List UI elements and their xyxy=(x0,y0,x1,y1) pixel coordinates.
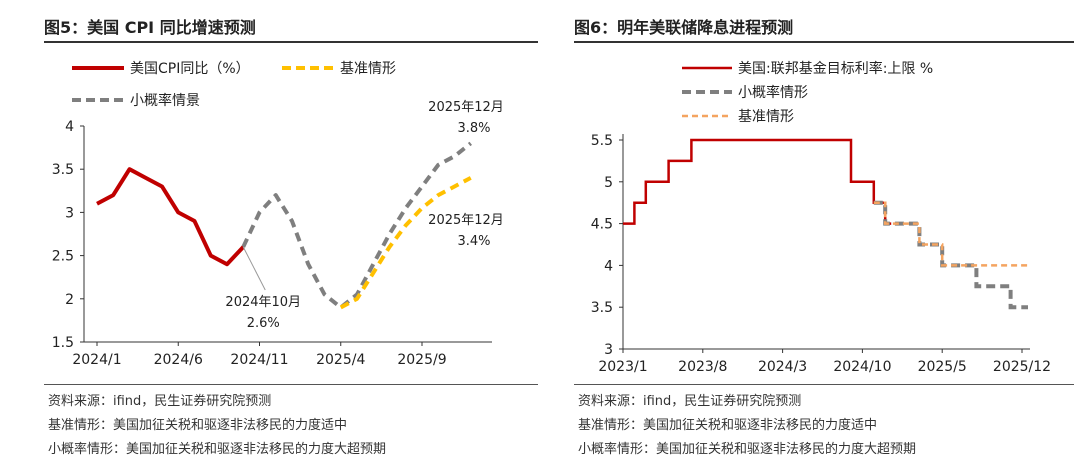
y-tick-label: 4 xyxy=(65,119,74,135)
low-prob-note: 小概率情形：美国加征关税和驱逐非法移民的力度大超预期 xyxy=(578,442,917,457)
series-line-2 xyxy=(339,176,472,310)
x-tick-label: 2024/6 xyxy=(154,352,203,368)
x-tick-label: 2025/12 xyxy=(993,359,1051,375)
low-prob-note: 小概率情形：美国加征关税和驱逐非法移民的力度大超预期 xyxy=(48,442,387,457)
source-note: 资料来源：ifind，民生证券研究院预测 xyxy=(578,394,802,409)
x-tick-label: 2025/9 xyxy=(397,352,446,368)
annotation-leader xyxy=(242,246,266,291)
y-tick-label: 5.5 xyxy=(591,133,613,149)
base-case-note: 基准情形：美国加征关税和驱逐非法移民的力度适中 xyxy=(48,418,348,433)
source-divider xyxy=(574,384,1074,385)
cpi-line-chart: 1.5 2 2.5 3 3.5 4 2024/1 2024/6 2024/11 2025/4 202… xyxy=(52,60,504,368)
annotation-label: 2025年12月 xyxy=(428,100,504,115)
x-tick-label: 2024/10 xyxy=(833,359,891,375)
legend-label: 美国CPI同比（%） xyxy=(130,61,250,77)
title-underline xyxy=(574,41,1074,43)
legend-label: 基准情形 xyxy=(340,60,396,77)
figure-cpi-forecast: 图5：美国 CPI 同比增速预测 1.5 2 2.5 3 3.5 4 2024/1 2024/… xyxy=(44,18,538,457)
series-line-2 xyxy=(873,201,1028,267)
legend-label: 小概率情景 xyxy=(130,92,200,109)
y-tick-label: 3 xyxy=(65,205,74,221)
series-line-1 xyxy=(873,200,1028,310)
x-tick-label: 2025/4 xyxy=(316,352,365,368)
y-tick-label: 4 xyxy=(604,258,613,274)
annotation-value: 2.6% xyxy=(247,316,280,331)
series-line-0 xyxy=(96,167,245,267)
y-tick-label: 4.5 xyxy=(591,217,613,233)
x-tick-label: 2023/8 xyxy=(678,359,727,375)
fed-rate-step-chart: 3 3.5 4 4.5 5 5.5 2023/1 2023/8 2024/3 2024/10 202… xyxy=(591,60,1051,375)
source-divider xyxy=(44,384,538,385)
annotation-label: 2024年10月 xyxy=(225,295,301,310)
title-underline xyxy=(44,41,538,43)
annotation-value: 3.4% xyxy=(457,234,490,249)
legend-label: 小概率情形 xyxy=(738,84,808,101)
x-tick-label: 2024/1 xyxy=(72,352,121,368)
y-tick-label: 5 xyxy=(604,175,613,191)
y-tick-label: 3 xyxy=(604,342,613,358)
x-tick-label: 2025/5 xyxy=(918,359,967,375)
x-tick-label: 2024/11 xyxy=(230,352,288,368)
figure-title: 图5：美国 CPI 同比增速预测 xyxy=(44,18,256,37)
legend-label: 美国:联邦基金目标利率:上限 % xyxy=(738,60,933,77)
y-tick-label: 3.5 xyxy=(52,162,74,178)
figure-title: 图6：明年美联储降息进程预测 xyxy=(574,18,794,37)
annotation-value: 3.8% xyxy=(457,121,490,136)
y-tick-label: 2 xyxy=(65,292,74,308)
base-case-note: 基准情形：美国加征关税和驱逐非法移民的力度适中 xyxy=(578,418,878,433)
series-line-1 xyxy=(241,141,472,310)
y-tick-label: 2.5 xyxy=(52,249,74,265)
y-tick-label: 1.5 xyxy=(52,335,74,351)
series-line-0 xyxy=(623,138,892,225)
annotation-label: 2025年12月 xyxy=(428,213,504,228)
legend-label: 基准情形 xyxy=(738,108,794,125)
x-tick-label: 2023/1 xyxy=(598,359,647,375)
figure-fed-rate-forecast: 图6：明年美联储降息进程预测 3 3.5 4 4.5 5 5.5 2023/1 2023/8 2… xyxy=(560,0,1080,467)
x-tick-label: 2024/3 xyxy=(758,359,807,375)
y-tick-label: 3.5 xyxy=(591,300,613,316)
source-note: 资料来源：ifind，民生证券研究院预测 xyxy=(48,394,272,409)
